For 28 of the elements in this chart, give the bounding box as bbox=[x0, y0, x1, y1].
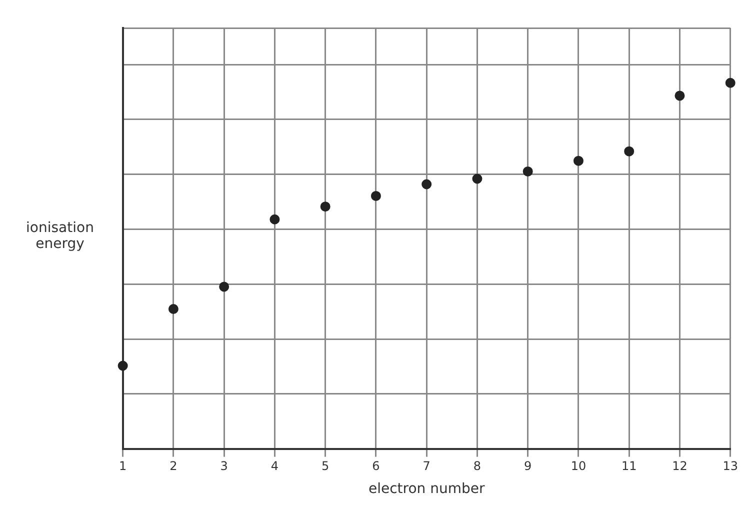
point bbox=[370, 190, 381, 201]
x-tick-label: 2 bbox=[170, 459, 178, 474]
x-tick-label: 10 bbox=[570, 459, 586, 474]
point bbox=[522, 166, 533, 176]
y-axis-title: ionisation energy bbox=[25, 220, 95, 252]
x-tick-label: 8 bbox=[473, 459, 482, 474]
x-tick-label: 3 bbox=[220, 459, 228, 474]
x-tick-label: 9 bbox=[524, 459, 532, 474]
x-tick-label: 13 bbox=[722, 459, 738, 474]
x-tick-label: 11 bbox=[621, 459, 637, 474]
x-tick-label: 1 bbox=[118, 459, 127, 474]
point bbox=[320, 202, 330, 212]
point bbox=[270, 214, 280, 224]
x-tick-label: 7 bbox=[422, 459, 430, 474]
point bbox=[573, 156, 584, 166]
point bbox=[624, 146, 634, 156]
point bbox=[118, 360, 128, 371]
point bbox=[674, 90, 685, 101]
x-tick-label: 6 bbox=[372, 459, 380, 474]
point bbox=[725, 78, 736, 88]
point bbox=[422, 179, 432, 190]
point bbox=[472, 174, 482, 184]
point bbox=[168, 304, 178, 314]
x-tick-label: 5 bbox=[322, 459, 330, 474]
x-tick-label: 12 bbox=[672, 459, 688, 474]
x-axis-title: electron number bbox=[368, 481, 485, 498]
x-tick-label: 4 bbox=[270, 459, 279, 474]
point bbox=[219, 282, 230, 292]
